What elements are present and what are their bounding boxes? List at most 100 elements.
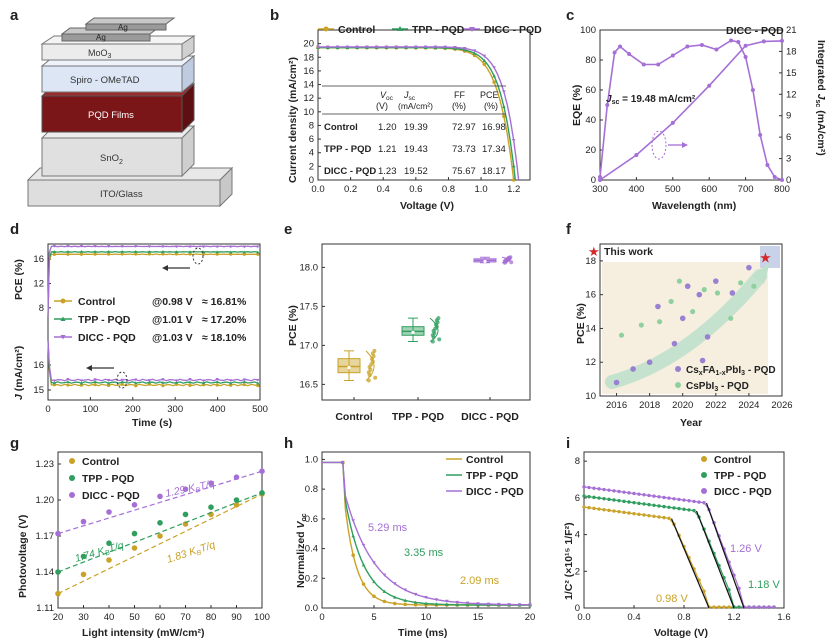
integrated-jsc-marker (780, 38, 784, 43)
pce-marker-control (52, 252, 56, 256)
jv-marker-control (492, 80, 496, 84)
ms-marker-dicc (767, 605, 771, 609)
g-xtick-label: 30 (78, 612, 89, 623)
point-g-dicc (131, 502, 138, 508)
pce-marker-dicc (93, 244, 97, 248)
trend-arrowhead-f (752, 262, 770, 284)
ms-marker-dicc (632, 491, 636, 496)
ms-marker-control (702, 589, 706, 593)
point-e-dicc (509, 260, 514, 265)
xlabel-f: Year (680, 417, 702, 429)
ms-marker-tpp (582, 494, 586, 498)
layer-spiro-label: Spiro - OMeTAD (70, 75, 140, 86)
ticks-e: 16.5 17.0 17.5 18.0 Control TPP - PQD DICC - P… (300, 262, 520, 423)
legend-f-marker-cspbi (675, 382, 681, 388)
point-f-this-work-star: ★ (759, 250, 772, 266)
axes-c (599, 29, 783, 181)
pce-marker-dicc (215, 245, 219, 249)
box-e-control (337, 358, 361, 374)
decay-marker-control (403, 602, 408, 607)
j-marker-tpp (242, 380, 246, 384)
i-xtick-label: 0.8 (677, 612, 690, 623)
j-marker-tpp (120, 380, 124, 384)
label-i-control: 0.98 V (656, 593, 688, 605)
ms-marker-dicc (587, 485, 591, 490)
ms-marker-dicc (622, 490, 626, 494)
eqe-marker (685, 44, 690, 49)
h-ytick-label: 0.0 (305, 603, 318, 614)
table-b-cell: 19.52 (404, 166, 428, 177)
decay-marker-dicc (351, 519, 355, 523)
ms-marker-tpp (657, 504, 661, 508)
decay-marker-dicc (424, 595, 428, 600)
ms-marker-tpp (607, 497, 611, 502)
annotation-d-arrowhead-bottom (86, 365, 92, 371)
point-f-csfa (630, 366, 636, 372)
pce-marker-control (66, 252, 70, 256)
jv-marker-dicc (345, 45, 350, 49)
ms-marker-dicc (682, 498, 686, 502)
c-xtick-label: 800 (774, 184, 790, 195)
legend-d-marker-control (60, 298, 66, 304)
d-xtick-label: 100 (82, 404, 98, 415)
legend-i-tpp: TPP - PQD (714, 470, 767, 482)
j-marker-dicc (66, 378, 70, 381)
d-xtick-label: 200 (125, 404, 141, 415)
ms-marker-tpp (672, 506, 676, 510)
g-ytick-label: 1.14 (36, 567, 55, 578)
j-marker-dicc (202, 379, 206, 383)
legend-d-tpp: TPP - PQD (78, 314, 131, 326)
ms-marker-dicc (687, 499, 691, 503)
eqe-marker (758, 133, 763, 137)
g-xtick-label: 70 (180, 612, 191, 623)
category-e-tpp: TPP - PQD (392, 411, 445, 423)
jv-marker-control (502, 114, 506, 119)
panel-h: h 0 5 10 15 20 0.0 0.2 0.4 0.6 0.8 1.0 Control TPP… (284, 435, 535, 639)
label-h-tpp: 3.35 ms (404, 547, 444, 559)
b-ytick-label: 16 (303, 66, 314, 77)
g-xtick-label: 90 (231, 612, 242, 623)
ms-marker-tpp (737, 605, 741, 609)
pce-marker-dicc (120, 245, 124, 248)
ylabel-c: EQE (%) (571, 85, 583, 126)
layer-ag-2 (85, 23, 167, 31)
j-marker-dicc (188, 377, 192, 381)
mean-e-tpp (411, 330, 415, 334)
fit-g-control (57, 493, 263, 595)
j-marker-tpp (256, 381, 260, 385)
b-ytick-label: 10 (303, 107, 314, 118)
ms-marker-dicc (697, 500, 701, 504)
j-marker-control (256, 383, 260, 388)
h-ytick-label: 0.2 (305, 573, 318, 584)
ylabel-f: PCE (%) (575, 303, 587, 344)
e-ytick-label: 17.5 (300, 301, 319, 312)
decay-marker-control (351, 553, 356, 558)
panel-f: f 2016 2018 2020 2022 2024 2026 10 12 14 16 18 ★ ★… (566, 221, 793, 429)
j-marker-dicc (256, 378, 260, 382)
ms-marker-control (632, 511, 636, 516)
table-b-cell: DICC - PQD (324, 166, 376, 177)
panel-g: g 20 30 40 50 60 70 80 90 100 1.11 1.14 1.17 1.20 1.2… (10, 435, 270, 639)
panel-label-a: a (10, 7, 19, 24)
annotation-c: Jsc = 19.48 mA/cm² (606, 94, 696, 106)
ylabel-i: 1/C² (×10¹⁵ 1/F²) (563, 522, 575, 600)
point-e-tpp (430, 333, 435, 338)
c-right-ytick-label: 3 (786, 154, 791, 165)
b-ytick-label: 14 (303, 80, 314, 91)
pce-marker-control (134, 252, 138, 256)
pce-marker-control (202, 252, 206, 256)
annotation-g-control: 1.83 KBT/q (165, 539, 217, 567)
curves-h (322, 460, 532, 607)
j-marker-control (134, 384, 138, 388)
panel-label-h: h (284, 435, 293, 452)
j-marker-tpp (79, 381, 84, 385)
d-top-ytick-label: 8 (39, 303, 44, 314)
point-e-control (370, 351, 375, 356)
table-b: Voc (V) Jsc (mA/cm²) FF (%) PCE (%) Cont… (322, 85, 506, 177)
b-xtick-label: 0.2 (344, 184, 357, 195)
category-e-dicc: DICC - PQD (461, 411, 519, 423)
point-f-csfa (746, 264, 752, 271)
h-ytick-label: 0.4 (305, 544, 318, 555)
j-marker-dicc (174, 379, 179, 383)
